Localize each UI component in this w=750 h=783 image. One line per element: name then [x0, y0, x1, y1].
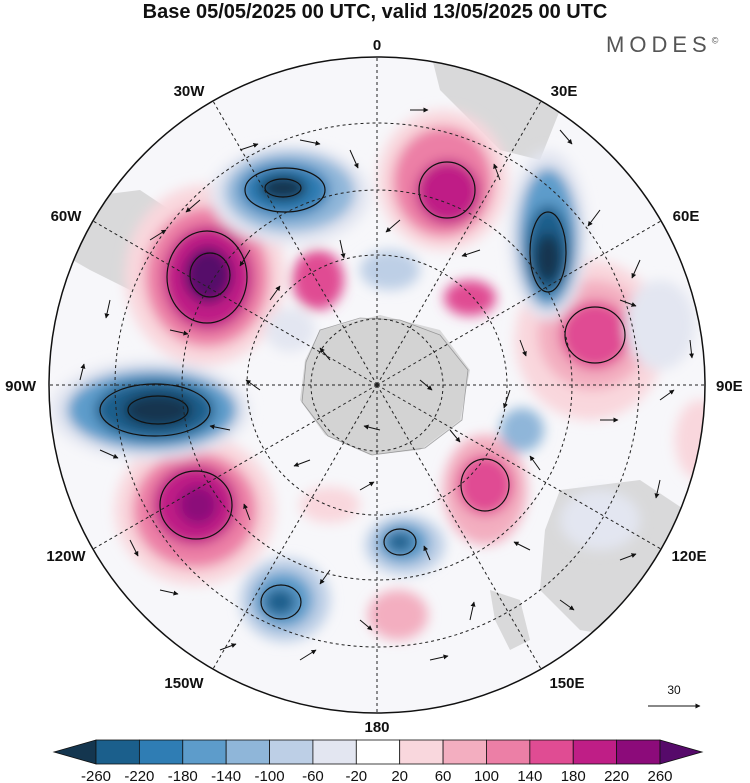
negative-anomaly-small-1 — [500, 408, 544, 452]
colorbar-tick-label: 20 — [391, 768, 408, 783]
lon-label-0: 0 — [373, 37, 381, 54]
colorbar-tick-label: -180 — [168, 768, 198, 783]
colorbar-tick-label: -100 — [255, 768, 285, 783]
positive-anomaly-small-3 — [368, 590, 428, 640]
colorbar-swatch — [442, 739, 487, 765]
longitude-labels: 0 30E 60E 90E 120E 150E 180 150W 120W 90… — [5, 37, 743, 736]
positive-anomaly-small-2 — [444, 280, 496, 316]
colorbar — [52, 739, 704, 765]
colorbar-swatch — [659, 739, 704, 765]
positive-anomaly-small-4 — [300, 487, 360, 523]
modes-logo: MODES© — [606, 32, 718, 58]
reference-vector-label: 30 — [667, 683, 681, 697]
colorbar-swatch — [355, 739, 401, 765]
negative-anomaly-170e — [365, 515, 445, 575]
brand-mark: © — [711, 35, 719, 46]
colorbar-tick-label: 60 — [435, 768, 452, 783]
anomaly-layer — [50, 110, 705, 642]
colorbar-tick-label: -60 — [302, 768, 324, 783]
lon-label-120w: 120W — [46, 548, 86, 565]
wind-vectors — [79, 107, 694, 661]
positive-anomaly-120w — [115, 435, 275, 585]
antarctica-coast — [301, 317, 469, 456]
colorbar-tick-label: 100 — [474, 768, 499, 783]
negative-anomaly-small-2 — [360, 250, 420, 290]
negative-anomaly-45e — [508, 150, 588, 320]
negative-anomaly-90w — [50, 360, 250, 460]
lon-label-90w: 90W — [5, 378, 37, 395]
lon-label-120e: 120E — [671, 548, 706, 565]
lon-label-60w: 60W — [51, 208, 83, 225]
colorbar-tick-label: -20 — [345, 768, 367, 783]
colorbar-swatch — [312, 739, 357, 765]
brand-text: MODES — [606, 32, 712, 57]
positive-anomaly-15e — [378, 110, 508, 250]
colorbar-swatch — [486, 739, 531, 765]
lon-label-90e: 90E — [716, 378, 743, 395]
lon-label-30e: 30E — [551, 83, 578, 100]
colorbar-swatch — [138, 739, 184, 765]
colorbar-swatch — [95, 739, 140, 765]
lon-label-150w: 150W — [164, 675, 204, 692]
colorbar-tick-label: 180 — [561, 768, 586, 783]
negative-anomaly-small-4 — [625, 280, 695, 370]
map-disk — [49, 57, 705, 713]
negative-anomaly-small-3 — [265, 308, 315, 352]
colorbar-swatch — [572, 739, 618, 765]
map-title: Base 05/05/2025 00 UTC, valid 13/05/2025… — [142, 1, 608, 23]
positive-anomaly-130e — [443, 435, 527, 545]
negative-anomaly-30w — [210, 145, 370, 245]
lon-label-60e: 60E — [673, 208, 700, 225]
colorbar-swatch — [399, 739, 444, 765]
colorbar-tick-label: -220 — [124, 768, 154, 783]
colorbar-tick-label: -140 — [211, 768, 241, 783]
map-border — [48, 56, 706, 714]
lon-label-30w: 30W — [174, 83, 206, 100]
lon-label-150e: 150E — [549, 675, 584, 692]
contour-layer — [99, 161, 626, 620]
reference-vector: 30 — [648, 683, 701, 709]
colorbar-swatch — [529, 739, 574, 765]
negative-anomaly-150w — [240, 558, 330, 642]
negative-anomaly-small-5 — [560, 490, 640, 550]
colorbar-swatch — [52, 739, 97, 765]
positive-anomaly-small-1 — [292, 250, 344, 310]
colorbar-tick-label: -260 — [81, 768, 111, 783]
colorbar-swatch — [616, 739, 661, 765]
colorbar-swatch — [225, 739, 270, 765]
colorbar-tick-label: 260 — [647, 768, 672, 783]
colorbar-tick-label: 140 — [517, 768, 542, 783]
colorbar-swatch — [269, 739, 314, 765]
colorbar-tick-label: 220 — [604, 768, 629, 783]
colorbar-ticks: -260 -220 -180 -140 -100 -60 -20 20 60 100 140 180 2… — [81, 768, 673, 783]
colorbar-swatch — [182, 739, 227, 765]
lon-label-180: 180 — [364, 719, 389, 736]
graticule-meridians — [49, 57, 705, 713]
